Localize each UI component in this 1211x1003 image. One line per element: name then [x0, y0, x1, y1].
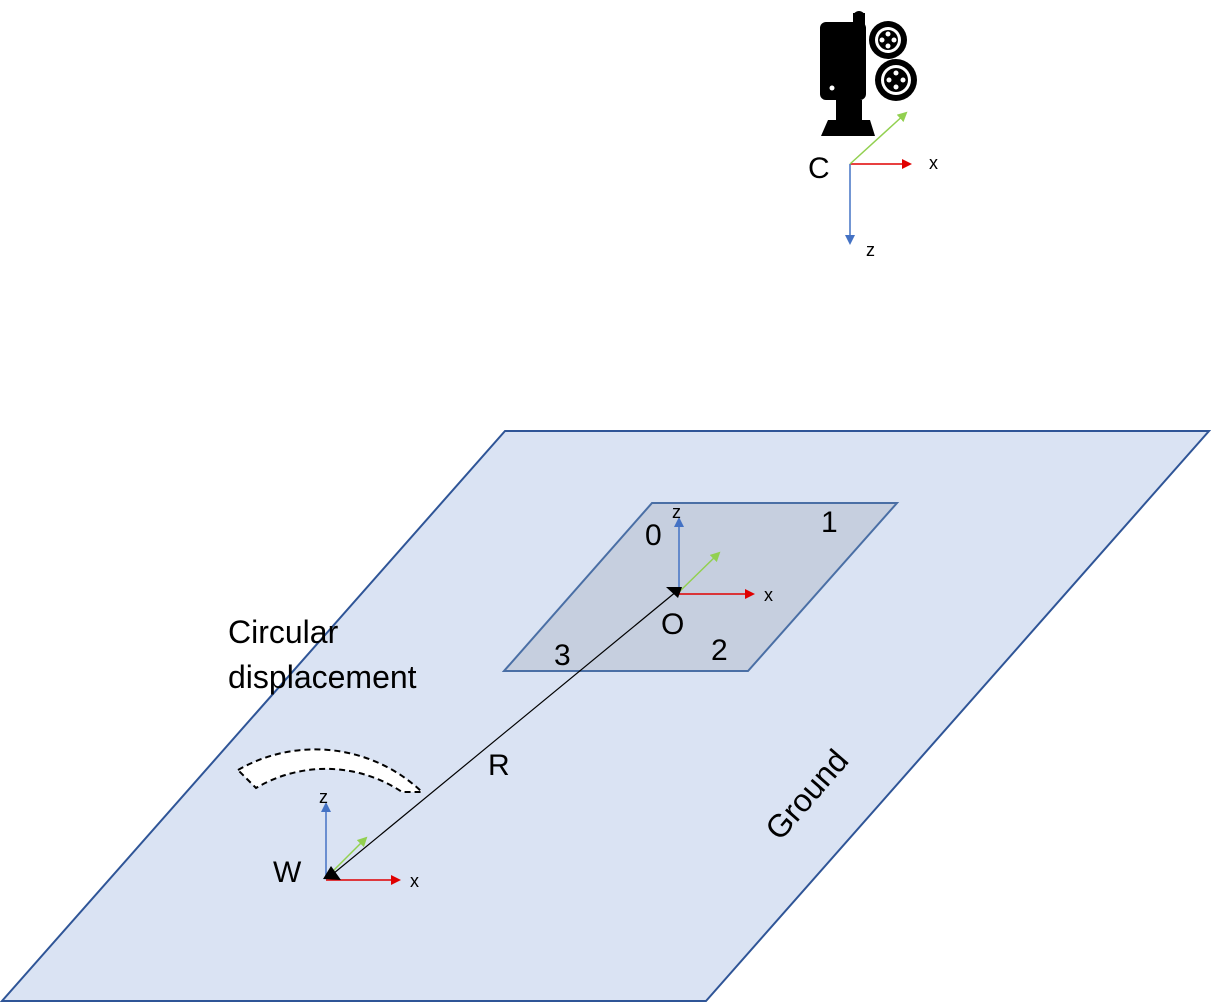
object-frame: O x z [661, 502, 773, 641]
corner-label-0: 0 [645, 519, 662, 552]
object-x-label: x [764, 585, 773, 605]
target-plate [501, 502, 900, 672]
object-origin-label: O [661, 608, 684, 641]
world-x-label: x [410, 871, 419, 891]
world-label: W [273, 856, 302, 889]
world-origin-marker [323, 866, 341, 880]
world-z-label: z [319, 787, 328, 807]
circular-displacement-label-line1: Circular [228, 614, 339, 650]
camera-x-label: x [929, 153, 938, 173]
camera-y-axis [849, 111, 908, 165]
world-y-axis [327, 836, 368, 877]
camera-label: C [808, 152, 830, 185]
object-y-axis [678, 551, 721, 593]
circular-displacement-arrow [236, 748, 425, 793]
radius-label: R [488, 749, 510, 782]
corner-label-1: 1 [821, 506, 838, 539]
circular-displacement-label-line2: displacement [228, 659, 417, 695]
corner-label-2: 2 [711, 634, 728, 667]
corner-label-3: 3 [554, 639, 571, 672]
camera-frame: C x z [808, 111, 938, 260]
radius-line [327, 590, 678, 879]
ground-plane [0, 430, 1211, 1002]
world-frame: W x z [273, 787, 419, 891]
object-origin-marker [666, 587, 682, 598]
camera-z-label: z [866, 240, 875, 260]
film-camera-icon [820, 11, 917, 136]
object-z-label: z [672, 502, 681, 522]
